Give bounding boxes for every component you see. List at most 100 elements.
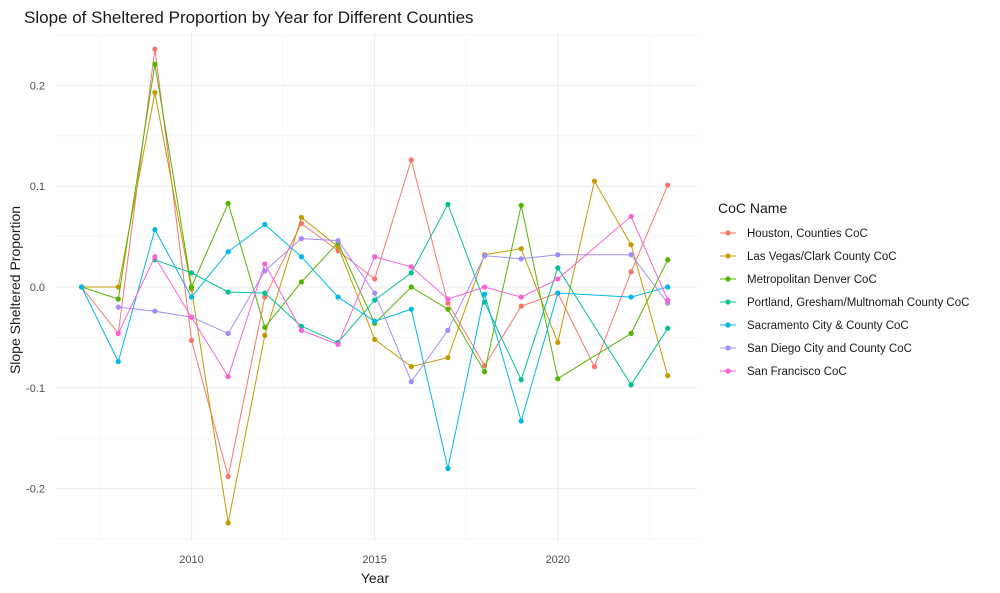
- data-point: [188, 284, 195, 290]
- data-point: [115, 330, 121, 336]
- data-point: [555, 265, 561, 271]
- data-point: [665, 297, 671, 303]
- data-point: [262, 294, 268, 300]
- series-line: [81, 223, 668, 469]
- data-point: [518, 246, 524, 252]
- data-point: [591, 178, 598, 184]
- data-point: [298, 279, 305, 285]
- legend-label: San Francisco CoC: [747, 366, 847, 378]
- data-point: [152, 89, 158, 96]
- data-point: [188, 270, 195, 276]
- data-point: [628, 269, 634, 275]
- data-point: [665, 373, 671, 379]
- data-point: [665, 257, 671, 263]
- data-point: [225, 520, 231, 526]
- data-point: [518, 303, 524, 309]
- legend-key-point: [725, 253, 731, 259]
- data-point: [335, 294, 341, 300]
- y-tick-label: 0.0: [30, 282, 45, 294]
- x-tick-label: 2015: [362, 554, 386, 566]
- legend-label: Sacramento City & County CoC: [747, 320, 909, 332]
- data-point: [298, 214, 305, 221]
- x-axis-title: Year: [361, 570, 390, 586]
- legend-key-point: [725, 276, 731, 282]
- data-point: [518, 418, 524, 424]
- data-point: [665, 182, 671, 188]
- data-point: [188, 337, 195, 344]
- data-point: [591, 364, 598, 370]
- data-point: [262, 261, 268, 267]
- legend-label: Houston, Counties CoC: [747, 228, 868, 240]
- data-point: [481, 253, 488, 259]
- data-point: [335, 238, 341, 244]
- legend-label: Metropolitan Denver CoC: [747, 274, 877, 286]
- data-point: [518, 294, 524, 300]
- data-point: [298, 236, 305, 242]
- y-tick-label: -0.1: [26, 383, 45, 395]
- series-line: [154, 203, 669, 386]
- data-point: [445, 306, 451, 312]
- data-point: [555, 252, 561, 258]
- data-point: [225, 473, 231, 480]
- data-point: [481, 284, 488, 290]
- legend: CoC Name Houston, Counties CoC Las Vegas/…: [718, 200, 969, 378]
- data-point: [225, 374, 231, 380]
- tick-label-layer: 2010 2015 2020 -0.2 -0.1 0.0 0.1 0.2: [26, 80, 570, 566]
- data-point: [628, 294, 634, 300]
- y-tick-label: 0.1: [30, 181, 45, 193]
- legend-label: Las Vegas/Clark County CoC: [747, 251, 897, 263]
- data-point: [372, 276, 378, 282]
- data-point: [555, 376, 561, 382]
- data-point: [408, 306, 414, 312]
- series-group: [79, 221, 671, 472]
- data-point: [408, 364, 414, 370]
- data-point: [408, 264, 414, 270]
- x-tick-label: 2020: [546, 554, 570, 566]
- data-point: [555, 339, 561, 346]
- data-point: [298, 254, 305, 260]
- data-point: [188, 314, 195, 320]
- x-tick-label: 2010: [179, 554, 203, 566]
- data-point: [408, 157, 414, 163]
- data-point: [152, 308, 158, 314]
- data-point: [481, 369, 488, 375]
- legend-item: Las Vegas/Clark County CoC: [720, 251, 897, 263]
- data-point: [445, 300, 451, 306]
- legend-item: Houston, Counties CoC: [720, 228, 868, 240]
- data-point: [408, 284, 414, 290]
- legend-key-point: [725, 345, 731, 351]
- legend-key-point: [725, 322, 731, 328]
- data-point: [665, 325, 671, 331]
- legend-key-point: [725, 230, 731, 236]
- data-point: [335, 341, 341, 348]
- legend-title: CoC Name: [718, 200, 787, 216]
- data-point: [445, 465, 451, 472]
- data-point: [665, 284, 671, 290]
- data-point: [372, 336, 378, 343]
- legend-item: Portland, Gresham/Multnomah County CoC: [720, 297, 969, 309]
- data-point: [481, 291, 488, 297]
- data-point: [225, 330, 231, 336]
- data-point: [298, 327, 305, 333]
- y-tick-label: -0.2: [26, 484, 45, 496]
- data-point: [518, 256, 524, 262]
- data-point: [518, 377, 524, 383]
- data-point: [628, 252, 634, 258]
- legend-item: San Francisco CoC: [720, 366, 847, 378]
- legend-label: Portland, Gresham/Multnomah County CoC: [747, 297, 969, 309]
- y-axis-title: Slope Sheltered Proportion: [7, 206, 23, 374]
- series-line: [118, 238, 669, 383]
- series-layer: [79, 46, 671, 526]
- data-point: [555, 276, 561, 282]
- grid-layer: [56, 33, 697, 541]
- data-point: [115, 358, 121, 365]
- data-point: [445, 327, 451, 333]
- data-point: [262, 268, 268, 274]
- data-point: [445, 201, 451, 207]
- data-point: [555, 290, 561, 296]
- data-point: [152, 226, 158, 233]
- legend-key-point: [725, 299, 731, 305]
- data-point: [152, 254, 158, 260]
- data-point: [262, 324, 268, 330]
